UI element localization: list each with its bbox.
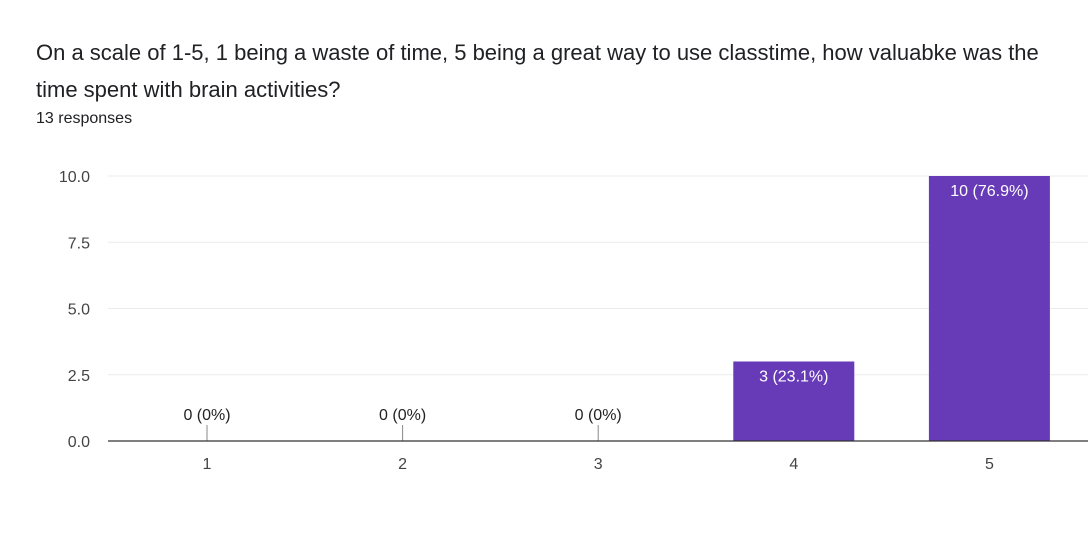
x-tick-label: 5 [985,456,994,473]
x-tick-label: 3 [594,456,603,473]
y-tick-label: 7.5 [68,235,90,252]
y-tick-label: 2.5 [68,368,90,385]
response-count: 13 responses [36,110,133,127]
y-tick-label: 0.0 [68,434,90,451]
bar [928,176,1050,441]
bars [206,176,1050,441]
data-label: 0 (0%) [183,407,230,424]
data-label: 0 (0%) [575,407,622,424]
x-tick-label: 1 [203,456,212,473]
y-tick-label: 10.0 [59,169,90,186]
x-tick-label: 4 [789,456,798,473]
data-label: 3 (23.1%) [759,369,828,386]
question-title: On a scale of 1-5, 1 being a waste of ti… [36,40,1039,102]
bar [733,361,855,441]
gridlines [108,175,1088,376]
x-tick-label: 2 [398,456,407,473]
y-tick-label: 5.0 [68,302,90,319]
data-label: 0 (0%) [379,407,426,424]
data-label: 10 (76.9%) [950,183,1028,200]
labels: 0.0 2.5 5.0 7.5 10.0 0 (0%) 1 0 (0%) 2 0 (0%) 3 3 (… [59,169,1029,473]
